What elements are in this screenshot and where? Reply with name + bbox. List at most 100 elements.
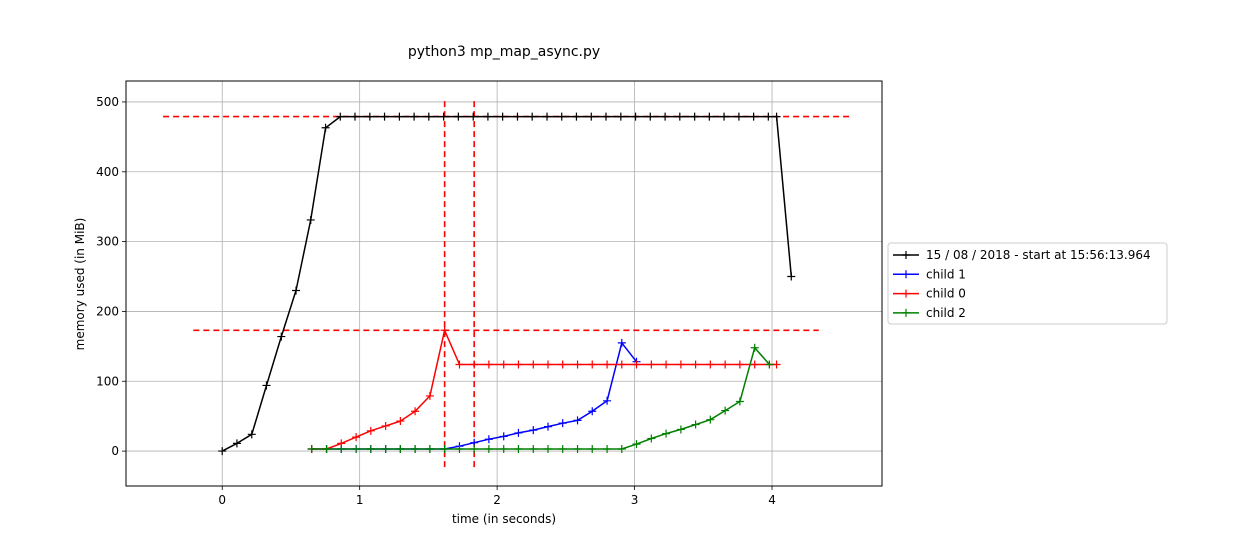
series-child-0: [307, 326, 781, 453]
data-point: [366, 426, 375, 435]
data-point: [365, 112, 374, 121]
data-point: [322, 444, 331, 453]
data-point: [558, 444, 567, 453]
legend-label: child 0: [926, 287, 966, 301]
data-point: [587, 112, 596, 121]
legend-swatch-marker: [902, 251, 910, 259]
data-point: [647, 360, 656, 369]
data-point: [469, 112, 478, 121]
data-point: [750, 343, 759, 352]
legend-swatch-marker: [902, 308, 910, 317]
data-point: [632, 440, 641, 449]
data-point: [749, 112, 758, 121]
y-tick-label: 500: [96, 95, 119, 109]
data-point: [306, 215, 315, 224]
legend-swatch-marker: [902, 289, 910, 298]
data-point: [247, 430, 256, 439]
data-point: [337, 444, 346, 453]
data-point: [646, 112, 655, 121]
data-point: [321, 123, 330, 132]
data-point: [735, 397, 744, 406]
data-point: [661, 112, 670, 121]
data-point: [439, 112, 448, 121]
axis-ticks: 0 1 2 3 4 0 100 200 300 400 500: [96, 95, 776, 507]
data-point: [557, 112, 566, 121]
data-point: [558, 419, 567, 428]
series-main-process: [218, 112, 796, 456]
data-point: [529, 426, 538, 435]
data-point: [381, 444, 390, 453]
data-point: [484, 444, 493, 453]
y-axis-label: memory used (in MiB): [73, 218, 87, 351]
data-point: [662, 360, 671, 369]
data-point: [499, 432, 508, 441]
data-point: [425, 444, 434, 453]
legend: 15 / 08 / 2018 - start at 15:56:13.964 ch…: [887, 242, 1168, 325]
data-point: [411, 444, 420, 453]
data-point: [499, 360, 508, 369]
data-point: [617, 444, 626, 453]
data-point: [514, 360, 523, 369]
y-tick-label: 300: [96, 235, 119, 249]
data-point: [425, 391, 434, 400]
data-point: [632, 360, 641, 369]
series-line: [311, 346, 770, 450]
data-point: [232, 439, 241, 448]
data-point: [470, 360, 479, 369]
data-point: [352, 444, 361, 453]
data-point: [543, 360, 552, 369]
data-point: [410, 112, 419, 121]
data-point: [601, 112, 610, 121]
data-point: [573, 360, 582, 369]
data-point: [366, 444, 375, 453]
legend-entry: 15 / 08 / 2018 - start at 15:56:13.964: [893, 248, 1151, 262]
data-point: [558, 360, 567, 369]
data-point: [529, 444, 538, 453]
data-point: [528, 112, 537, 121]
data-point: [572, 112, 581, 121]
data-point: [705, 112, 714, 121]
y-tick-label: 100: [96, 374, 119, 388]
data-point: [292, 286, 301, 295]
data-point: [424, 112, 433, 121]
data-point: [772, 112, 781, 121]
data-point: [603, 360, 612, 369]
data-point: [499, 444, 508, 453]
data-point: [691, 420, 700, 429]
data-point: [750, 360, 759, 369]
data-point: [734, 112, 743, 121]
x-tick-label: 3: [631, 493, 639, 507]
data-point: [380, 112, 389, 121]
x-tick-label: 2: [493, 493, 501, 507]
data-point: [395, 112, 404, 121]
data-point: [706, 360, 715, 369]
data-point: [396, 417, 405, 426]
reference-lines: [163, 99, 851, 468]
data-point: [350, 112, 359, 121]
data-point: [588, 407, 597, 416]
data-point: [603, 444, 612, 453]
series-lines: [218, 112, 796, 456]
data-point: [514, 428, 523, 437]
data-point: [484, 435, 493, 444]
y-tick-label: 0: [111, 444, 119, 458]
data-point: [470, 444, 479, 453]
data-point: [706, 415, 715, 424]
data-point: [498, 112, 507, 121]
data-point: [440, 444, 449, 453]
data-point: [396, 444, 405, 453]
x-tick-label: 4: [768, 493, 776, 507]
data-point: [573, 416, 582, 425]
x-tick-label: 0: [218, 493, 226, 507]
y-tick-label: 200: [96, 304, 119, 318]
data-point: [787, 272, 796, 281]
data-point: [218, 447, 227, 456]
data-point: [616, 112, 625, 121]
legend-swatch-marker: [902, 270, 910, 279]
data-point: [514, 444, 523, 453]
data-point: [543, 444, 552, 453]
data-point: [573, 444, 582, 453]
chart-title: python3 mp_map_async.py: [408, 44, 600, 60]
data-point: [543, 112, 552, 121]
